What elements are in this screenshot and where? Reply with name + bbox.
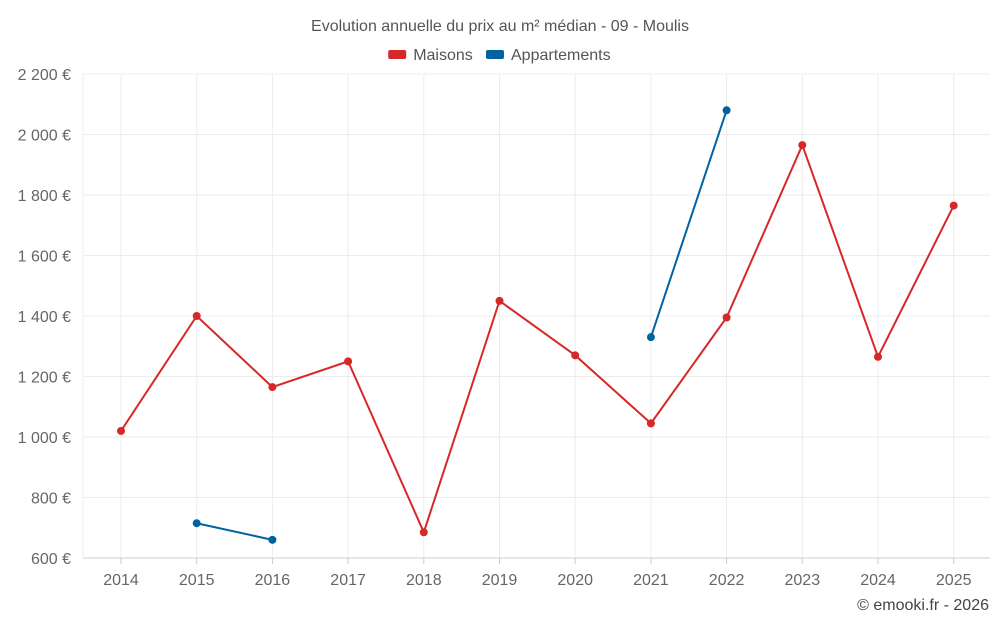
legend-swatch	[388, 50, 407, 59]
x-tick-label: 2016	[255, 572, 291, 589]
x-tick-label: 2024	[860, 572, 896, 589]
data-point[interactable]	[722, 313, 731, 322]
series-maisons	[117, 141, 958, 537]
data-point[interactable]	[646, 333, 655, 342]
data-point[interactable]	[874, 352, 882, 361]
legend-label: Appartements	[511, 47, 611, 64]
legend-item-appartements[interactable]: Appartements	[486, 47, 611, 64]
data-point[interactable]	[495, 296, 504, 305]
legend-swatch	[486, 50, 504, 59]
x-tick-label: 2019	[482, 572, 518, 589]
data-point[interactable]	[192, 312, 201, 320]
legend: Maisons Appartements	[388, 47, 611, 64]
x-tick-label: 2015	[179, 572, 215, 589]
y-tick-label: 2 000 €	[18, 128, 71, 145]
x-axis: 2014 2015 2016 2017 2018 2019 2020 2021 2022 2023…	[83, 557, 990, 589]
x-tick-label: 2023	[785, 572, 821, 589]
y-tick-label: 800 €	[31, 491, 71, 508]
data-point[interactable]	[571, 351, 580, 360]
legend-item-maisons[interactable]: Maisons	[388, 47, 473, 64]
data-point[interactable]	[949, 201, 958, 210]
series-line	[120, 142, 955, 536]
legend-label: Maisons	[413, 47, 473, 64]
data-point[interactable]	[344, 357, 353, 366]
data-point[interactable]	[268, 383, 277, 392]
y-axis: 600 € 800 € 1 000 € 1 200 € 1 400 € 1 600 € 1 …	[18, 67, 84, 568]
y-tick-label: 1 600 €	[18, 249, 71, 266]
x-tick-label: 2014	[103, 572, 139, 589]
y-tick-label: 1 800 €	[18, 188, 71, 205]
y-tick-label: 1 000 €	[18, 430, 71, 447]
x-tick-label: 2021	[633, 572, 669, 589]
series-appartements	[192, 106, 731, 544]
x-tick-label: 2022	[709, 572, 745, 589]
y-tick-label: 600 €	[31, 551, 71, 568]
chart-title: Evolution annuelle du prix au m² médian …	[311, 18, 689, 35]
series-layer	[117, 106, 958, 544]
series-line	[649, 109, 728, 338]
data-point[interactable]	[117, 426, 125, 435]
data-point[interactable]	[192, 519, 201, 528]
series-line	[196, 522, 273, 541]
data-point[interactable]	[419, 528, 428, 537]
grid	[83, 73, 990, 559]
y-tick-label: 1 400 €	[18, 309, 71, 326]
y-tick-label: 2 200 €	[18, 67, 71, 84]
data-point[interactable]	[268, 535, 277, 544]
data-point[interactable]	[798, 141, 807, 150]
x-tick-label: 2025	[936, 572, 972, 589]
x-tick-label: 2020	[557, 572, 593, 589]
y-tick-label: 1 200 €	[18, 370, 71, 387]
x-tick-label: 2017	[330, 572, 366, 589]
data-point[interactable]	[722, 106, 731, 115]
data-point[interactable]	[646, 419, 655, 428]
x-tick-label: 2018	[406, 572, 442, 589]
credit-text: © emooki.fr - 2026	[857, 597, 989, 614]
